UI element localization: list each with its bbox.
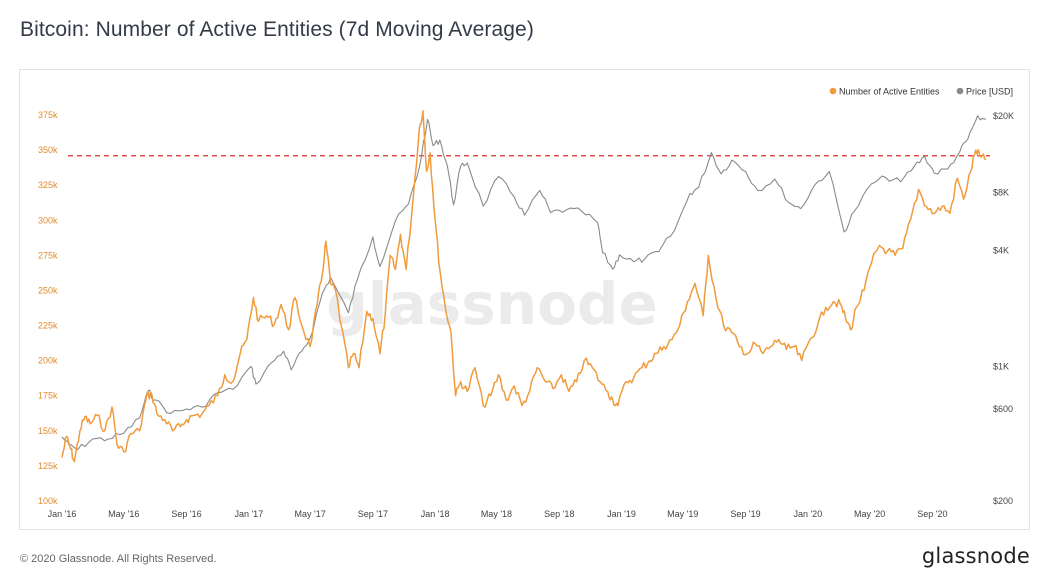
x-tick-label: Jan '19 <box>607 509 636 519</box>
footer-brand-logo[interactable]: glassnode <box>921 544 1030 568</box>
y-left-tick-label: 350k <box>38 145 58 155</box>
legend-label-entities: Number of Active Entities <box>839 87 940 97</box>
y-left-tick-label: 275k <box>38 250 58 260</box>
page-title: Bitcoin: Number of Active Entities (7d M… <box>20 18 534 41</box>
x-tick-label: Jan '20 <box>793 509 822 519</box>
legend-item-entities[interactable]: Number of Active Entities <box>829 87 940 97</box>
y-left-tick-label: 100k <box>38 496 58 506</box>
right-axis: $200 $600 $1K $4K $8K $20K <box>993 111 1014 506</box>
y-left-tick-label: 125k <box>38 461 58 471</box>
y-right-tick-label: $8K <box>993 188 1009 198</box>
x-tick-label: May '16 <box>108 509 139 519</box>
x-tick-label: May '17 <box>294 509 325 519</box>
y-right-tick-label: $200 <box>993 496 1013 506</box>
legend[interactable]: Number of Active Entities Price [USD] <box>829 87 1013 97</box>
chart: glassnode 100k 125k 150k 175k 200k 225k 250k 27… <box>38 87 1014 520</box>
x-tick-label: May '20 <box>854 509 885 519</box>
y-right-tick-label: $1K <box>993 361 1009 371</box>
y-left-tick-label: 325k <box>38 180 58 190</box>
y-left-tick-label: 375k <box>38 110 58 120</box>
x-tick-label: May '19 <box>667 509 698 519</box>
series-layer <box>61 110 990 463</box>
y-left-tick-label: 175k <box>38 391 58 401</box>
y-left-tick-label: 225k <box>38 321 58 331</box>
y-right-tick-label: $4K <box>993 246 1009 256</box>
legend-item-price[interactable]: Price [USD] <box>956 87 1013 97</box>
watermark: glassnode <box>326 270 658 338</box>
y-left-tick-label: 150k <box>38 426 58 436</box>
series-line-price <box>61 115 987 451</box>
x-tick-label: Sep '18 <box>544 509 574 519</box>
x-tick-label: Sep '17 <box>358 509 388 519</box>
y-left-tick-label: 250k <box>38 285 58 295</box>
x-tick-label: Sep '16 <box>171 509 201 519</box>
y-right-tick-label: $20K <box>993 111 1014 121</box>
x-tick-label: Sep '19 <box>730 509 760 519</box>
footer-copyright: © 2020 Glassnode. All Rights Reserved. <box>20 553 217 565</box>
legend-swatch-entities <box>829 87 837 95</box>
y-left-tick-label: 200k <box>38 356 58 366</box>
left-axis: 100k 125k 150k 175k 200k 225k 250k 275k 300k 325k… <box>38 110 58 506</box>
legend-swatch-price <box>956 87 964 95</box>
series-line-active-entities <box>61 110 987 463</box>
x-tick-label: Jan '16 <box>48 509 77 519</box>
y-right-tick-label: $600 <box>993 404 1013 414</box>
x-tick-label: Sep '20 <box>917 509 947 519</box>
legend-label-price: Price [USD] <box>966 87 1013 97</box>
x-tick-label: May '18 <box>481 509 512 519</box>
x-axis: Jan '16 May '16 Sep '16 Jan '17 May '17 Sep '… <box>48 509 948 519</box>
y-left-tick-label: 300k <box>38 215 58 225</box>
x-tick-label: Jan '17 <box>234 509 263 519</box>
x-tick-label: Jan '18 <box>421 509 450 519</box>
chart-frame: glassnode 100k 125k 150k 175k 200k 225k 250k 27… <box>19 69 1030 530</box>
